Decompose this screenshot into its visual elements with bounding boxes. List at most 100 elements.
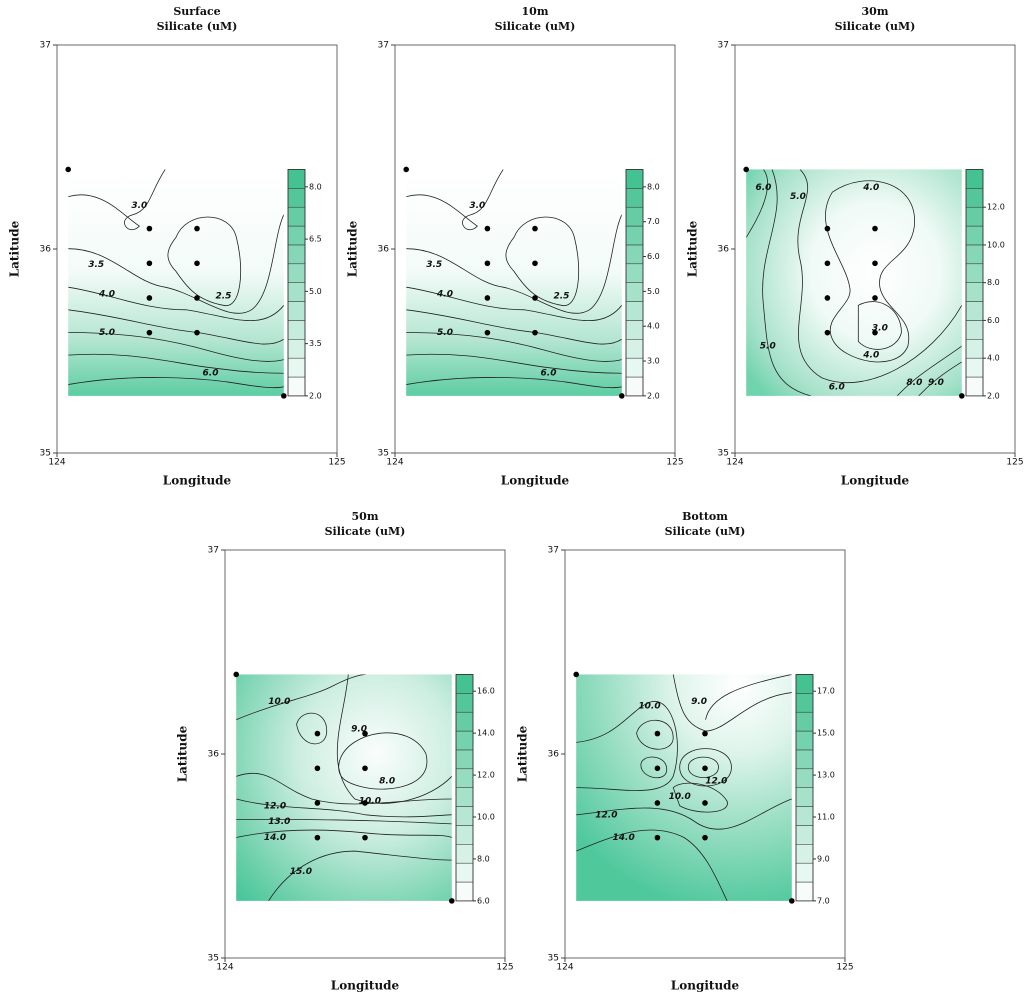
colorbar-frame: [455, 674, 474, 902]
contour-line: [706, 674, 792, 719]
contour-label: 9.0: [691, 697, 707, 707]
colorbar-segment: [625, 206, 644, 227]
panel-title: 50m: [352, 510, 379, 523]
colorbar-segment: [795, 844, 814, 864]
station: [449, 898, 455, 904]
x-tick-label: 124: [726, 458, 743, 468]
colorbar-segment: [287, 357, 306, 378]
contour-label: 5.0: [99, 328, 115, 338]
station: [146, 295, 153, 301]
colorbar-segment: [455, 862, 474, 883]
contour-label: 9.0: [351, 724, 367, 734]
station: [362, 765, 368, 772]
colorbar-segment: [455, 730, 474, 751]
colorbar-segment: [795, 862, 814, 883]
station: [872, 295, 878, 301]
panel-title: Surface: [173, 5, 220, 18]
contour-field: [236, 674, 452, 901]
colorbar-tick-label: 8.0: [309, 182, 322, 191]
contour-line: [406, 215, 622, 314]
colorbar-segment: [625, 244, 644, 265]
colorbar-tick-label: 8.0: [987, 278, 1000, 287]
contour-field: [746, 169, 962, 396]
colorbar-tick-label: 6.0: [647, 252, 660, 261]
panel-title: Bottom: [682, 510, 728, 523]
colorbar-segment: [795, 674, 814, 694]
station: [654, 834, 661, 841]
colorbar-tick-label: 3.5: [309, 339, 322, 348]
contour-line: [919, 362, 962, 396]
colorbar-segment: [455, 825, 474, 845]
contour-label: 4.0: [436, 289, 453, 299]
colorbar-segment: [965, 188, 984, 208]
y-tick-label: 36: [718, 245, 730, 255]
station: [824, 329, 831, 336]
contour-line: [297, 713, 327, 744]
contour-label: 3.0: [469, 201, 485, 211]
colorbar-segment: [965, 339, 984, 359]
colorbar-segment: [965, 244, 984, 265]
colorbar-tick-label: 2.0: [647, 391, 660, 400]
colorbar-segment: [965, 357, 984, 378]
station: [484, 225, 491, 232]
station: [314, 834, 321, 841]
station: [146, 260, 153, 267]
panel-subtitle: Silicate (uM): [157, 20, 238, 33]
contour-line: [825, 181, 914, 362]
colorbar-segment: [287, 320, 306, 340]
x-tick-label: 125: [836, 963, 853, 973]
station: [702, 730, 708, 737]
colorbar-tick-label: 15.0: [817, 729, 835, 738]
x-tick-label: 124: [216, 963, 233, 973]
x-tick-label: 125: [666, 458, 683, 468]
station: [872, 225, 878, 232]
contour-line: [68, 169, 165, 229]
colorbar-segment: [795, 825, 814, 845]
contour-line: [576, 799, 792, 829]
colorbar-tick-label: 8.0: [647, 182, 660, 191]
station: [654, 765, 661, 772]
contour-line: [236, 830, 452, 838]
contour-label: 4.0: [98, 289, 115, 299]
contour-line: [68, 377, 284, 387]
station: [789, 898, 795, 904]
station: [532, 329, 538, 336]
colorbar-tick-label: 4.0: [987, 354, 1000, 363]
contour-line: [406, 354, 622, 373]
x-axis-label: Longitude: [501, 474, 570, 488]
y-tick-label: 35: [208, 954, 219, 964]
y-tick-label: 37: [40, 41, 51, 51]
station: [824, 295, 831, 301]
x-tick-label: 125: [1006, 458, 1023, 468]
colorbar-segment: [965, 282, 984, 302]
contour-label: 12.0: [264, 801, 286, 811]
contour-line: [688, 757, 718, 777]
contour-line: [236, 819, 452, 824]
contour-label: 2.5: [215, 292, 231, 302]
colorbar-segment: [795, 693, 814, 713]
colorbar-segment: [625, 169, 644, 189]
colorbar-tick-label: 5.0: [647, 287, 660, 296]
panel: 10m Silicate (uM) Longitude Latitude 3.0 2.5 3…: [346, 5, 684, 488]
y-axis-label: Latitude: [8, 220, 22, 277]
contour-label: 8.0: [379, 776, 395, 786]
contour-line: [576, 701, 677, 790]
x-tick-label: 124: [556, 963, 573, 973]
x-tick-label: 124: [386, 458, 403, 468]
colorbar-segment: [287, 169, 306, 189]
colorbar-segment: [965, 225, 984, 246]
colorbar-tick-label: 13.0: [817, 771, 835, 780]
colorbar-tick-label: 16.0: [477, 687, 495, 696]
x-axis-label: Longitude: [671, 979, 740, 993]
colorbar-segment: [455, 806, 474, 826]
contour-line: [406, 287, 622, 320]
contour-label: 6.0: [203, 369, 219, 379]
contour-label: 5.0: [437, 328, 453, 338]
x-tick-label: 125: [328, 458, 345, 468]
station: [314, 730, 321, 737]
contour-label: 10.0: [638, 702, 660, 712]
station: [314, 765, 321, 772]
colorbar-segment: [795, 787, 814, 807]
colorbar-tick-label: 12.0: [477, 771, 495, 780]
colorbar-tick-label: 2.0: [987, 391, 1000, 400]
